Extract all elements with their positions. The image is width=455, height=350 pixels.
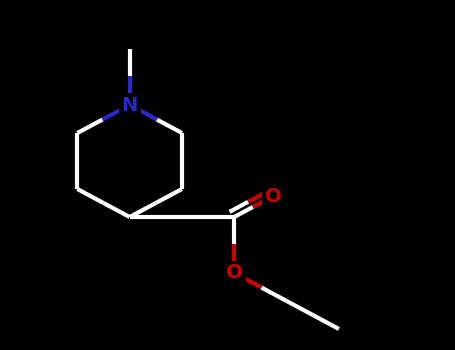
Text: N: N	[121, 96, 138, 114]
Text: O: O	[265, 187, 281, 205]
Text: O: O	[226, 264, 243, 282]
